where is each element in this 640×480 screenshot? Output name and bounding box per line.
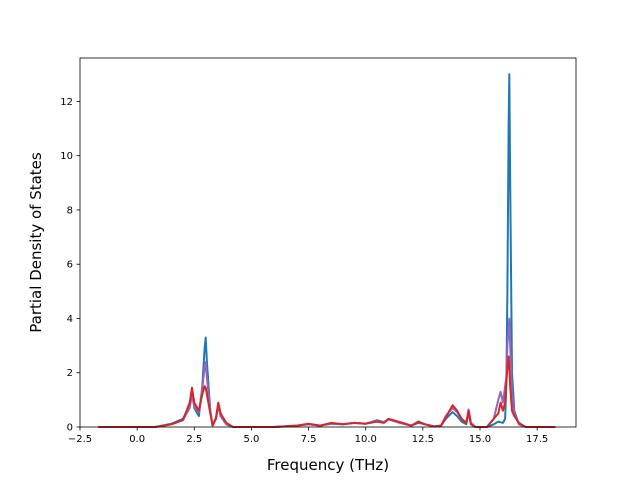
- y-tick-label: 12: [60, 97, 73, 108]
- y-tick-label: 0: [67, 423, 73, 434]
- x-tick-label: 12.5: [412, 434, 434, 445]
- x-tick-label: 7.5: [301, 434, 317, 445]
- y-tick-label: 4: [67, 314, 73, 325]
- x-tick-label: 10.0: [355, 434, 377, 445]
- y-tick-label: 10: [60, 151, 73, 162]
- y-axis-ticks: 0 2 4 6 8 10 12: [60, 97, 80, 434]
- series-line-3: [98, 355, 556, 428]
- x-tick-label: 15.0: [469, 434, 491, 445]
- y-tick-label: 8: [67, 205, 73, 216]
- x-axis-ticks: −2.5 0.0 2.5 5.0 7.5 10.0 12.5 15.0 17.5: [68, 427, 548, 445]
- axes-frame: [79, 57, 577, 428]
- x-tick-label: 5.0: [243, 434, 259, 445]
- x-axis-label: Frequency (THz): [267, 456, 389, 474]
- y-tick-label: 6: [67, 260, 73, 271]
- x-tick-label: −2.5: [68, 434, 92, 445]
- series-layer: [98, 73, 556, 428]
- x-tick-label: 2.5: [186, 434, 202, 445]
- y-axis-label: Partial Density of States: [27, 152, 45, 333]
- y-tick-label: 2: [67, 368, 73, 379]
- x-tick-label: 17.5: [526, 434, 548, 445]
- x-tick-label: 0.0: [129, 434, 145, 445]
